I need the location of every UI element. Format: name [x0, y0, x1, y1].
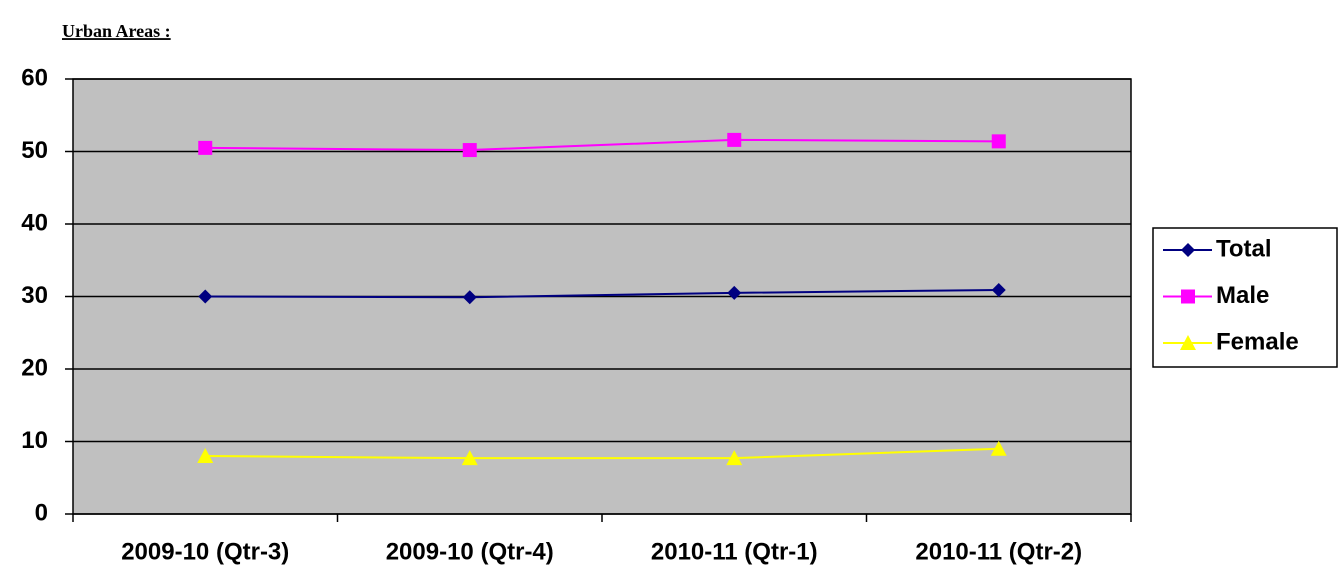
legend-label: Total: [1216, 235, 1272, 262]
y-tick-label: 0: [35, 499, 48, 526]
data-point: [198, 289, 213, 304]
data-point: [990, 440, 1007, 456]
y-tick-label: 40: [21, 209, 48, 236]
data-point: [991, 134, 1006, 149]
y-tick-label: 60: [21, 64, 48, 91]
data-point: [461, 450, 478, 466]
data-point: [197, 448, 214, 463]
series-line: [205, 138, 999, 152]
y-tick-label: 20: [21, 354, 48, 381]
series-line: [205, 447, 999, 460]
x-tick-label: 2009-10 (Qtr-4): [386, 538, 554, 565]
x-tick-label: 2009-10 (Qtr-3): [121, 538, 289, 565]
legend-label: Male: [1216, 282, 1269, 309]
data-point: [462, 143, 477, 158]
x-tick-label: 2010-11 (Qtr-1): [651, 538, 818, 565]
y-tick-label: 30: [21, 282, 48, 309]
series-line: [205, 288, 999, 299]
legend-label: Female: [1216, 328, 1299, 355]
y-tick-label: 50: [21, 137, 48, 164]
data-point: [727, 285, 742, 300]
data-point: [726, 450, 743, 466]
data-point: [462, 290, 477, 305]
legend-marker: [1181, 289, 1195, 304]
data-point: [198, 140, 213, 155]
y-tick-label: 10: [21, 427, 48, 454]
chart-title: Urban Areas :: [62, 21, 171, 41]
x-tick-label: 2010-11 (Qtr-2): [915, 538, 1082, 565]
data-point: [991, 282, 1006, 297]
legend-marker: [1180, 335, 1196, 350]
legend-marker: [1181, 243, 1195, 257]
data-point: [727, 132, 742, 147]
